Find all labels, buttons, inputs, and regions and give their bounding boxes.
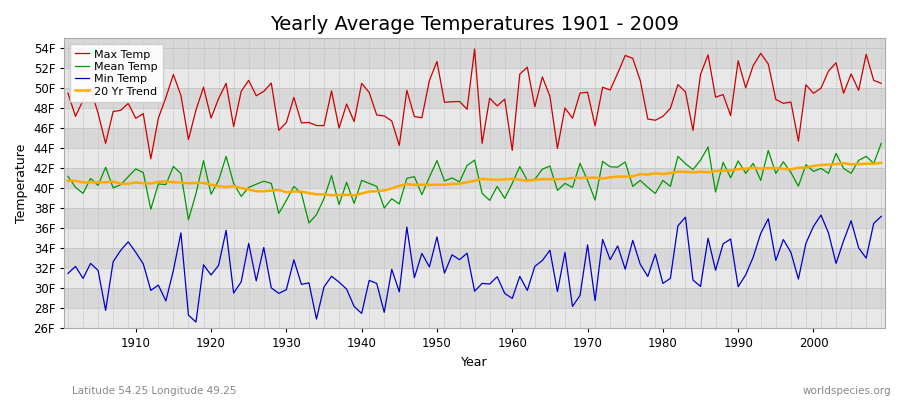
Mean Temp — [876, 141, 886, 146]
Min Temp — [341, 287, 352, 292]
Line: Mean Temp: Mean Temp — [68, 143, 881, 223]
Bar — [64, 148, 885, 168]
20 Yr Trend — [122, 181, 133, 186]
Line: Max Temp: Max Temp — [68, 49, 881, 159]
Min Temp — [507, 296, 517, 301]
Mean Temp — [605, 164, 616, 169]
Line: 20 Yr Trend: 20 Yr Trend — [68, 163, 881, 195]
Min Temp — [296, 282, 307, 287]
Mean Temp — [303, 220, 314, 225]
Min Temp — [876, 214, 886, 219]
Bar — [64, 68, 885, 88]
Mean Temp — [63, 174, 74, 179]
Mean Temp — [507, 181, 517, 186]
Max Temp — [341, 102, 352, 106]
Min Temp — [191, 320, 202, 324]
20 Yr Trend — [348, 193, 359, 198]
Max Temp — [63, 91, 74, 96]
20 Yr Trend — [63, 178, 74, 183]
20 Yr Trend — [507, 176, 517, 181]
20 Yr Trend — [334, 192, 345, 197]
Max Temp — [146, 156, 157, 161]
20 Yr Trend — [876, 160, 886, 165]
Title: Yearly Average Temperatures 1901 - 2009: Yearly Average Temperatures 1901 - 2009 — [270, 15, 680, 34]
20 Yr Trend — [605, 175, 616, 180]
Min Temp — [605, 257, 616, 262]
Max Temp — [296, 120, 307, 125]
Bar — [64, 268, 885, 288]
Max Temp — [515, 72, 526, 76]
Max Temp — [469, 47, 480, 52]
Bar — [64, 308, 885, 328]
Bar — [64, 228, 885, 248]
Line: Min Temp: Min Temp — [68, 215, 881, 322]
Min Temp — [122, 240, 133, 244]
Text: worldspecies.org: worldspecies.org — [803, 386, 891, 396]
Mean Temp — [341, 180, 352, 185]
Mean Temp — [515, 164, 526, 169]
Min Temp — [515, 274, 526, 279]
Min Temp — [815, 213, 826, 218]
Min Temp — [63, 271, 74, 276]
20 Yr Trend — [289, 189, 300, 194]
Bar — [64, 108, 885, 128]
Legend: Max Temp, Mean Temp, Min Temp, 20 Yr Trend: Max Temp, Mean Temp, Min Temp, 20 Yr Tre… — [70, 44, 164, 102]
Text: Latitude 54.25 Longitude 49.25: Latitude 54.25 Longitude 49.25 — [72, 386, 237, 396]
Max Temp — [876, 81, 886, 86]
Mean Temp — [289, 184, 300, 189]
Mean Temp — [122, 174, 133, 179]
Max Temp — [522, 65, 533, 70]
20 Yr Trend — [515, 177, 526, 182]
Max Temp — [122, 101, 133, 106]
Bar — [64, 188, 885, 208]
Max Temp — [612, 71, 623, 76]
X-axis label: Year: Year — [462, 356, 488, 369]
Y-axis label: Temperature: Temperature — [15, 144, 28, 223]
